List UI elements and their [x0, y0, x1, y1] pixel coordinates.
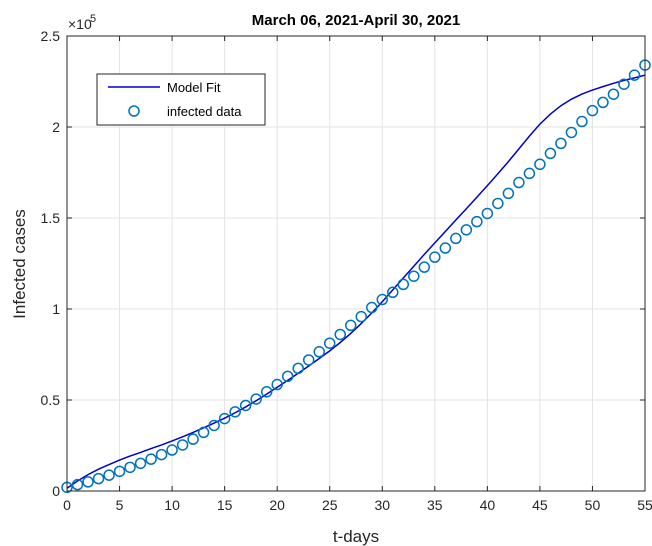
y-tick-label: 0.5 — [41, 392, 61, 408]
data-point — [281, 370, 294, 383]
y-axis-label: Infected cases — [10, 209, 29, 319]
y-exponent-base: ×10 — [68, 16, 92, 32]
legend-label-model-fit: Model Fit — [167, 80, 221, 95]
chart-title: March 06, 2021-April 30, 2021 — [252, 12, 460, 29]
data-point — [218, 412, 231, 425]
data-point — [313, 346, 325, 358]
data-point — [492, 197, 504, 210]
legend-marker-infected-data — [128, 105, 140, 117]
x-tick-label: 35 — [427, 497, 443, 513]
data-point — [450, 232, 462, 245]
data-point — [302, 354, 315, 366]
y-tick-label: 1.5 — [41, 210, 61, 226]
data-point — [576, 115, 588, 128]
x-tick-label: 0 — [63, 497, 71, 513]
data-point — [607, 88, 620, 100]
y-tick-label: 2.5 — [41, 28, 61, 44]
data-point — [103, 469, 115, 481]
data-point — [82, 476, 94, 488]
data-point — [481, 207, 494, 220]
data-point — [355, 310, 368, 323]
data-point — [323, 337, 336, 349]
data-point — [565, 126, 578, 139]
axes-box — [66, 35, 646, 492]
data-point — [387, 286, 399, 299]
data-point — [460, 224, 473, 236]
data-point — [618, 78, 630, 90]
data-point — [418, 261, 431, 273]
data-point — [166, 444, 178, 456]
x-tick-label: 40 — [480, 497, 496, 513]
data-point — [366, 301, 378, 314]
data-point — [208, 419, 220, 432]
x-tick-label: 20 — [269, 497, 285, 513]
y-exponent-power: 5 — [90, 13, 96, 25]
data-point — [408, 270, 420, 282]
data-point — [334, 328, 346, 341]
data-point — [197, 426, 210, 439]
x-axis-label: t-days — [333, 527, 379, 546]
data-point — [176, 439, 189, 451]
x-tick-label: 55 — [637, 497, 652, 513]
data-point — [260, 386, 273, 398]
data-point — [544, 147, 557, 160]
data-point — [145, 453, 157, 465]
data-point — [555, 137, 567, 150]
y-tick-label: 0 — [52, 483, 60, 499]
data-point — [134, 457, 147, 470]
data-point — [113, 465, 126, 478]
data-point — [471, 215, 483, 228]
y-tick-label: 2 — [52, 119, 60, 135]
y-tick-label: 1 — [52, 301, 60, 317]
data-point — [376, 293, 389, 306]
x-tick-label: 15 — [217, 497, 233, 513]
data-point — [71, 478, 84, 491]
legend-box — [96, 73, 266, 126]
data-point — [155, 448, 168, 461]
data-point — [92, 472, 105, 485]
y-exponent: ×10 5 — [68, 13, 96, 32]
data-point — [523, 167, 536, 180]
x-tick-label: 10 — [164, 497, 180, 513]
model-fit-line — [66, 74, 646, 489]
axes: 0 5 10 15 20 25 30 35 40 45 50 55 0 0.5 1 1.5 2 2.5 — [41, 28, 652, 513]
x-tick-label: 50 — [585, 497, 601, 513]
data-point — [628, 69, 641, 81]
data-point — [534, 158, 546, 171]
data-point — [513, 176, 525, 189]
data-point — [124, 461, 136, 474]
data-point — [229, 406, 241, 418]
data-point — [250, 393, 262, 405]
data-point — [397, 278, 410, 291]
data-point — [439, 242, 452, 254]
legend: Model Fit infected data — [96, 73, 266, 126]
data-point — [239, 399, 252, 412]
data-point — [187, 433, 199, 445]
x-tick-label: 45 — [532, 497, 548, 513]
data-point — [429, 251, 441, 263]
data-point — [586, 104, 599, 117]
data-point — [502, 187, 515, 200]
data-point — [271, 378, 283, 391]
data-point — [597, 96, 609, 109]
data-point — [292, 362, 304, 375]
legend-label-infected-data: infected data — [167, 104, 242, 119]
x-tick-label: 30 — [374, 497, 390, 513]
x-tick-label: 5 — [116, 497, 124, 513]
x-tick-label: 25 — [322, 497, 338, 513]
data-point — [344, 319, 357, 332]
